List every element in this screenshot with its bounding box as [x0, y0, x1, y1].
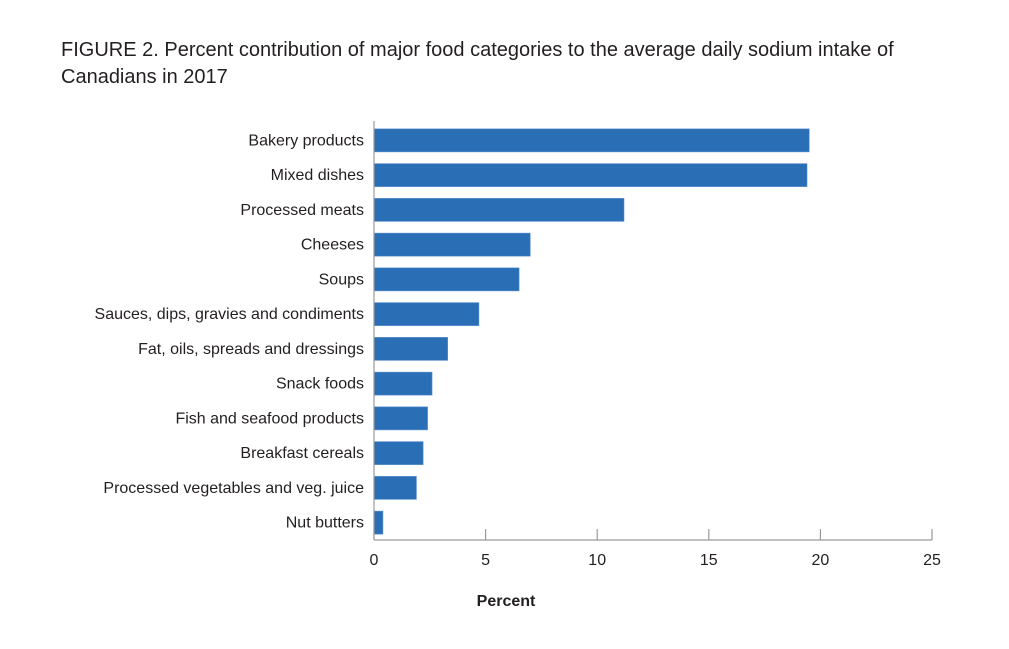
x-tick-label: 20	[812, 552, 830, 569]
x-tick-label: 10	[588, 552, 606, 569]
x-tick-label: 15	[700, 552, 718, 569]
title-text: Percent contribution of major food categ…	[61, 39, 894, 88]
bar	[373, 476, 417, 500]
x-tick-label: 5	[481, 552, 490, 569]
bar	[373, 337, 448, 361]
bar	[373, 128, 810, 153]
bar	[373, 232, 531, 257]
bar	[373, 267, 520, 292]
x-tick-label: 0	[370, 552, 379, 569]
category-label: Sauces, dips, gravies and condiments	[95, 306, 364, 323]
x-tick-label: 25	[923, 552, 941, 569]
category-label: Nut butters	[286, 515, 364, 532]
figure-number: FIGURE 2.	[61, 39, 159, 61]
category-label: Soups	[319, 271, 364, 288]
x-axis-title: Percent	[477, 593, 536, 610]
bar	[373, 441, 424, 465]
category-label: Fish and seafood products	[175, 410, 364, 427]
category-label: Processed vegetables and veg. juice	[103, 480, 364, 497]
bar	[373, 163, 808, 187]
category-label: Bakery products	[248, 132, 364, 149]
category-label: Snack foods	[276, 376, 364, 393]
category-label: Cheeses	[301, 237, 364, 254]
bar	[373, 371, 433, 396]
bar	[373, 198, 625, 222]
category-label: Mixed dishes	[271, 167, 364, 184]
bar	[373, 302, 480, 326]
chart-title: FIGURE 2. Percent contribution of major …	[61, 37, 981, 91]
bar	[373, 406, 428, 431]
category-label: Breakfast cereals	[240, 445, 364, 462]
bar	[373, 510, 384, 535]
category-label: Fat, oils, spreads and dressings	[138, 341, 364, 358]
category-label: Processed meats	[240, 202, 364, 219]
